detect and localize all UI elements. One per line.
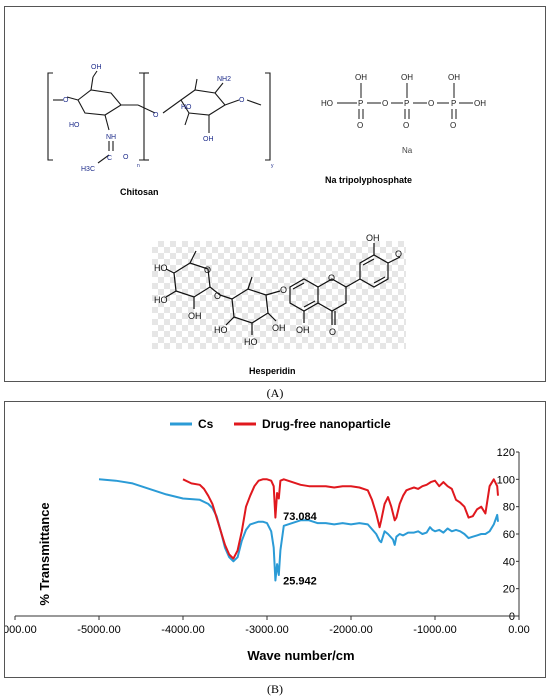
tpp-atom-ho: HO [321,99,333,108]
ftir-chart-svg: Cs Drug-free nanoparticle 0 20 40 60 80 100 120… [5,417,530,663]
chitosan-atom-h3c: H3C [81,166,95,173]
hesperidin-background [152,241,406,349]
hesp-atom-o1: O [204,265,211,275]
chitosan-atom-ho-right: HO [181,104,192,111]
chitosan-atom-o-left: O [63,97,69,104]
y-tick-label: 100 [497,474,515,486]
tpp-atom-oh2: OH [401,73,413,82]
chitosan-atom-nh: NH [106,134,116,141]
tpp-atom-oh1: OH [355,73,367,82]
data-label: 73.084 [283,511,318,523]
tpp-atom-o1: O [382,99,388,108]
x-tick-label: -4000.00 [161,624,204,636]
tripolyphosphate-structure: HO P O P O P OH OH OH OH O O O Na [321,73,486,155]
hesp-atom-oh2: OH [272,323,286,333]
chitosan-atom-oh-bottom: OH [203,136,214,143]
hesp-atom-oh4: OH [366,233,380,243]
hesp-atom-ho3: HO [214,325,228,335]
hesp-atom-o3: O [280,285,287,295]
hesp-atom-o2: O [214,291,221,301]
tpp-atom-o-bottom3: O [450,121,456,130]
hesp-atom-o4: O [328,273,335,283]
chitosan-atom-o-link: O [153,112,159,119]
y-tick-label: 20 [503,584,515,596]
x-tick-label: -6000.00 [5,624,37,636]
chart-legend: Cs Drug-free nanoparticle [170,417,391,431]
y-axis: 0 20 40 60 80 100 120 [497,447,520,623]
panel-a-structures: OH O HO NH C O H3C n O HO NH2 OH O y Chi… [4,6,546,382]
tripolyphosphate-label: Na tripolyphosphate [325,175,413,185]
tpp-atom-o-bottom1: O [357,121,363,130]
y-tick-label: 120 [497,447,515,459]
x-tick-label: 0.00 [508,624,529,636]
chitosan-label: Chitosan [120,187,159,197]
chitosan-atom-c: C [107,155,112,162]
series-line-0 [98,478,499,582]
x-axis: -6000.00 -5000.00 -4000.00 -3000.00 -2000.00… [5,615,530,636]
hesp-atom-oh1: OH [188,311,202,321]
y-tick-label: 0 [509,611,515,623]
tpp-atom-oh-end: OH [474,99,486,108]
x-axis-title: Wave number/cm [247,648,354,663]
tpp-counterion: Na [402,146,413,155]
tpp-atom-o2: O [428,99,434,108]
y-tick-label: 80 [503,502,515,514]
series-line-1 [182,478,499,560]
chitosan-atom-o-right: O [239,97,245,104]
chitosan-atom-ho-left: HO [69,122,80,129]
tpp-atom-p1: P [358,99,363,108]
y-tick-label: 60 [503,529,515,541]
x-tick-label: -3000.00 [245,624,288,636]
data-label: 25.942 [283,575,317,587]
chitosan-atom-nh2: NH2 [217,76,231,83]
chitosan-atom-y-sub: y [271,163,274,169]
y-tick-label: 40 [503,556,515,568]
legend-label-1: Drug-free nanoparticle [262,417,391,431]
panel-b-ftir-chart: Cs Drug-free nanoparticle 0 20 40 60 80 100 120… [4,401,546,678]
panel-a-caption: (A) [266,386,284,400]
hesperidin-structure: HO HO OH O O HO HO OH O O OH O OH O [154,233,402,347]
hesp-atom-o5: O [329,327,336,337]
panel-b-caption: (B) [267,682,283,696]
chitosan-atom-oh-top: OH [91,64,102,71]
chart-series [98,478,499,582]
chitosan-atom-n-sub: n [137,163,140,169]
tpp-atom-o-bottom2: O [403,121,409,130]
hesp-atom-och3: O [395,249,402,259]
hesperidin-label: Hesperidin [249,366,296,376]
chitosan-structure: OH O HO NH C O H3C n O HO NH2 OH O y [47,64,274,173]
tpp-atom-p3: P [451,99,456,108]
x-tick-label: -5000.00 [77,624,120,636]
chart-annotations: 73.084 25.942 [283,511,318,587]
hesp-atom-ho1: HO [154,263,168,273]
y-axis-title: % Transmittance [37,502,52,605]
tpp-atom-oh3: OH [448,73,460,82]
tpp-atom-p2: P [404,99,409,108]
hesp-atom-ho2: HO [154,295,168,305]
x-tick-label: -2000.00 [329,624,372,636]
hesp-atom-oh3: OH [296,325,310,335]
chitosan-atom-o-carbonyl: O [123,154,129,161]
hesp-atom-ho4: HO [244,337,258,347]
legend-label-0: Cs [198,417,214,431]
x-tick-label: -1000.00 [413,624,456,636]
